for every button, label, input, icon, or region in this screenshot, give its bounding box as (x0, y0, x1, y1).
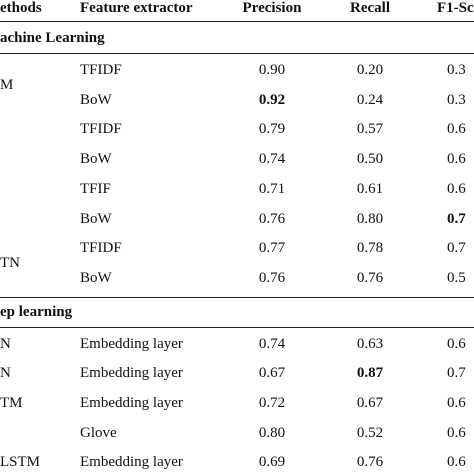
recall-cell: 0.76 (356, 269, 384, 286)
recall-cell: 0.76 (356, 454, 384, 471)
section-title: achine Learning (0, 30, 105, 46)
precision-cell: 0.74 (258, 335, 286, 352)
feature-extractor: TFIDF (80, 62, 122, 78)
f1-cell: 0.6 (447, 454, 466, 471)
feature-extractor: Glove (80, 424, 117, 441)
precision-cell: 0.76 (258, 269, 286, 286)
f1-cell: 0.7 (447, 210, 466, 227)
recall-cell: 0.20 (356, 62, 384, 78)
f1-cell: 0.6 (447, 180, 466, 197)
feature-extractor: TFIF (80, 180, 111, 197)
recall-cell: 0.80 (356, 210, 384, 227)
precision-cell: 0.77 (258, 240, 286, 257)
f1-cell: 0.6 (447, 395, 466, 411)
recall-cell: 0.57 (356, 121, 384, 138)
recall-cell: 0.52 (356, 424, 384, 441)
precision-cell: 0.74 (258, 151, 286, 168)
method-name: TN (0, 255, 20, 272)
precision-cell: 0.71 (258, 180, 286, 197)
f1-cell: 0.6 (447, 151, 466, 168)
feature-extractor: Embedding layer (80, 395, 183, 411)
method-name: LSTM (0, 454, 41, 471)
precision-cell: 0.92 (258, 91, 286, 108)
method-name: M (0, 76, 14, 93)
rule (0, 296, 474, 298)
precision-cell: 0.79 (258, 121, 286, 138)
precision-cell: 0.76 (258, 210, 286, 227)
section-title: ep learning (0, 303, 73, 320)
precision-cell: 0.72 (258, 395, 286, 411)
f1-cell: 0.7 (447, 240, 466, 257)
rule (0, 326, 474, 328)
feature-extractor: BoW (80, 269, 112, 286)
f1-cell: 0.3 (447, 91, 466, 108)
recall-cell: 0.61 (356, 180, 384, 197)
feature-extractor: Embedding layer (80, 365, 183, 382)
f1-cell: 0.7 (447, 365, 466, 382)
feature-extractor: TFIDF (80, 240, 122, 257)
method-name: N (0, 335, 11, 352)
recall-cell: 0.87 (356, 365, 384, 382)
feature-extractor: Embedding layer (80, 335, 183, 352)
rule (0, 53, 474, 54)
recall-cell: 0.67 (356, 395, 384, 411)
feature-extractor: TFIDF (80, 121, 122, 138)
header-cell: Feature extractor (80, 0, 193, 16)
precision-cell: 0.80 (258, 424, 286, 441)
header-cell: Recall (350, 0, 390, 16)
precision-cell: 0.90 (258, 62, 286, 78)
recall-cell: 0.78 (356, 240, 384, 257)
recall-cell: 0.50 (356, 151, 384, 168)
feature-extractor: BoW (80, 151, 112, 168)
feature-extractor: BoW (80, 91, 112, 108)
f1-cell: 0.3 (447, 62, 466, 78)
feature-extractor: Embedding layer (80, 454, 183, 471)
feature-extractor: BoW (80, 210, 112, 227)
header-cell: F1-Sc (437, 0, 474, 16)
header-cell: Precision (242, 0, 302, 16)
method-name: N (0, 365, 11, 382)
f1-cell: 0.6 (447, 121, 466, 138)
f1-cell: 0.6 (447, 335, 466, 352)
precision-cell: 0.69 (258, 454, 286, 471)
f1-cell: 0.5 (447, 269, 466, 286)
precision-cell: 0.67 (258, 365, 286, 382)
recall-cell: 0.63 (356, 335, 384, 352)
recall-cell: 0.24 (356, 91, 384, 108)
f1-cell: 0.6 (447, 424, 466, 441)
method-name: TM (0, 395, 23, 411)
header-cell: ethods (0, 0, 42, 16)
rule (0, 21, 474, 22)
